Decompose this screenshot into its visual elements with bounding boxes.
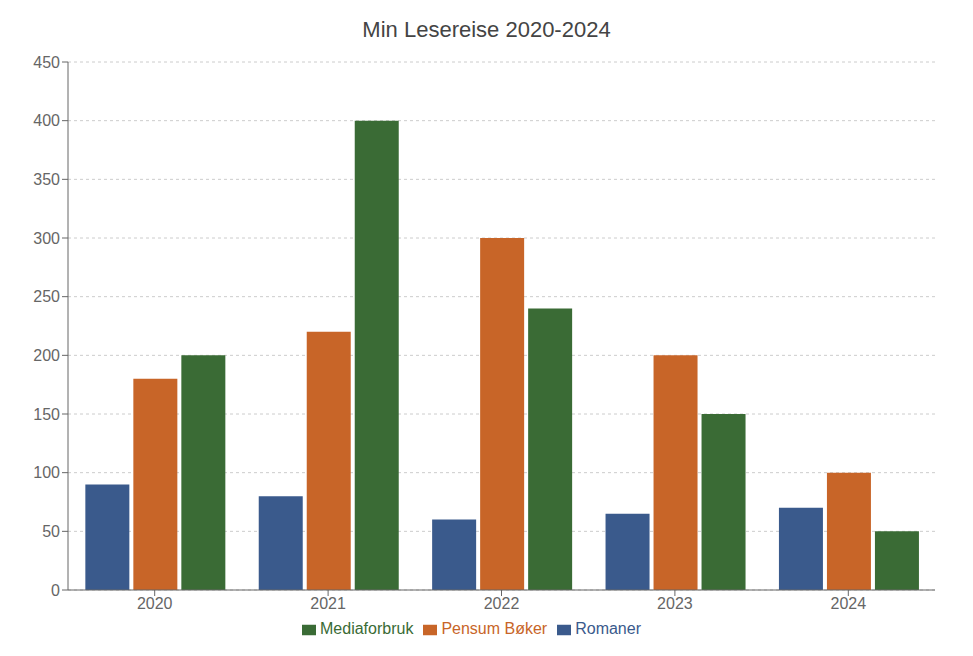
html-text:Romaner: Romaner	[575, 620, 641, 637]
html-text:Min Lesereise 2020-2024: Min Lesereise 2020-2024	[362, 17, 611, 42]
svg-text:2023: 2023	[657, 595, 693, 612]
svg-text:2021: 2021	[310, 595, 346, 612]
html-text:Mediaforbruk: Mediaforbruk	[320, 620, 414, 637]
svg-text:300: 300	[33, 230, 60, 247]
svg-text:150: 150	[33, 406, 60, 423]
svg-text:350: 350	[33, 171, 60, 188]
svg-text:2022: 2022	[484, 595, 520, 612]
html-text:Pensum Bøker: Pensum Bøker	[441, 620, 548, 637]
svg-text:450: 450	[33, 54, 60, 71]
svg-text:50: 50	[42, 523, 60, 540]
svg-text:0: 0	[51, 582, 60, 599]
svg-text:2024: 2024	[831, 595, 867, 612]
svg-text:400: 400	[33, 112, 60, 129]
svg-text:2020: 2020	[137, 595, 173, 612]
svg-text:250: 250	[33, 288, 60, 305]
svg-text:100: 100	[33, 464, 60, 481]
svg-text:200: 200	[33, 347, 60, 364]
